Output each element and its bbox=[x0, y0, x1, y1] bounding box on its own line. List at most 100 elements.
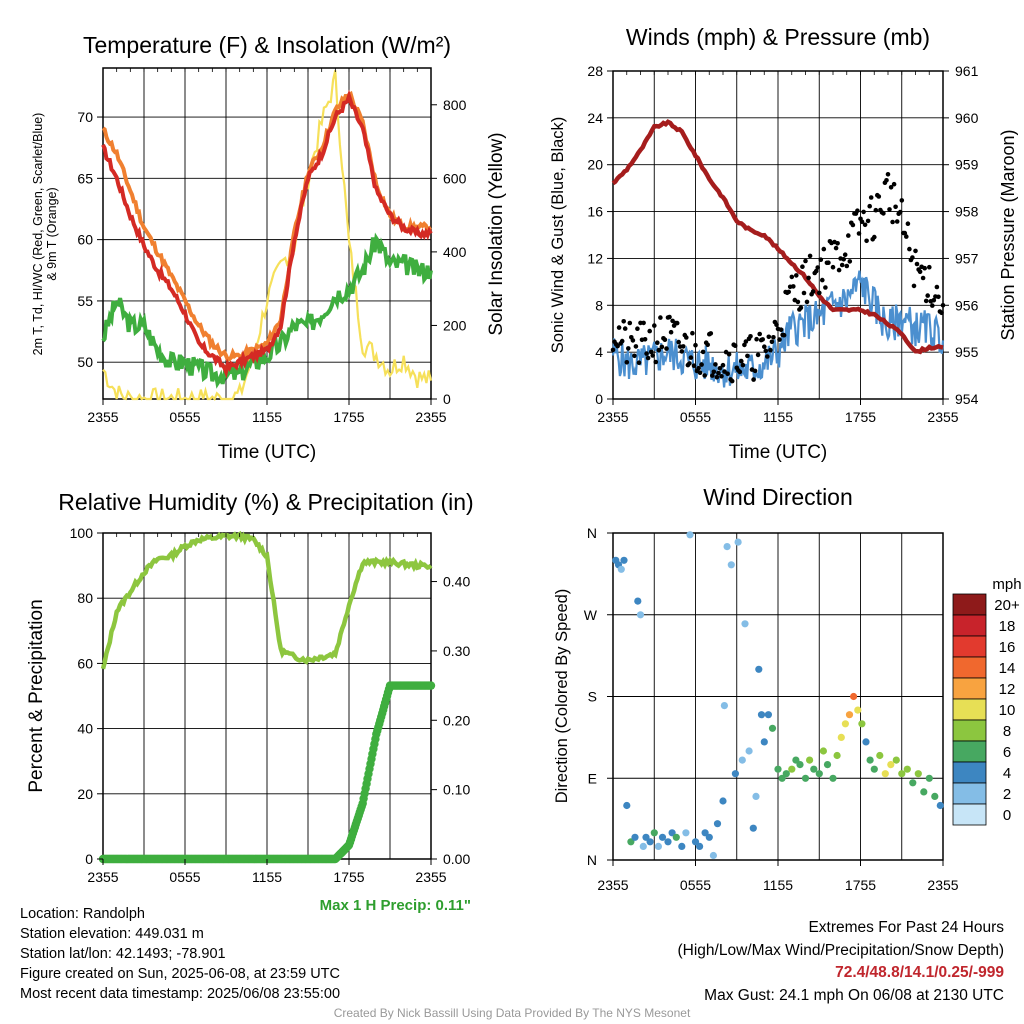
gust-point bbox=[786, 289, 791, 295]
gust-point bbox=[836, 267, 842, 273]
gust-point bbox=[766, 334, 772, 340]
direction-tick-label: S bbox=[588, 689, 597, 705]
direction-point bbox=[691, 838, 700, 846]
direction-point bbox=[862, 738, 870, 746]
gust-point bbox=[777, 337, 782, 342]
direction-point bbox=[925, 774, 933, 782]
direction-point bbox=[837, 733, 845, 742]
legend-swatch bbox=[952, 761, 987, 784]
gust-point bbox=[881, 211, 886, 216]
y-tick-label-left: 24 bbox=[587, 110, 603, 126]
y-tick-label-left: 12 bbox=[587, 250, 603, 266]
gust-point bbox=[855, 208, 860, 213]
gust-point bbox=[850, 222, 856, 228]
direction-point bbox=[678, 842, 686, 851]
gust-point bbox=[732, 343, 738, 349]
gust-point bbox=[710, 373, 715, 378]
rh-line bbox=[100, 530, 433, 670]
y-tick-label-left: 0 bbox=[85, 851, 93, 867]
direction-grid bbox=[613, 533, 943, 860]
direction-point bbox=[741, 620, 749, 628]
gust-point bbox=[920, 275, 926, 281]
info-created: Figure created on Sun, 2025-06-08, at 23… bbox=[20, 966, 340, 982]
gust-point bbox=[688, 355, 694, 360]
gust-point bbox=[676, 339, 681, 345]
info-latlon: Station lat/lon: 42.1493; -78.901 bbox=[20, 946, 226, 962]
gust-point bbox=[804, 299, 810, 305]
direction-point bbox=[829, 774, 837, 782]
direction-point bbox=[876, 751, 884, 760]
gust-point bbox=[763, 348, 769, 354]
gust-point bbox=[725, 371, 730, 377]
gust-point bbox=[768, 347, 773, 353]
direction-point bbox=[870, 765, 878, 773]
gust-point bbox=[656, 347, 662, 353]
winds-xlabel: Time (UTC) bbox=[729, 442, 828, 463]
gust-point bbox=[893, 204, 898, 210]
direction-point bbox=[819, 747, 828, 755]
y-tick-label-right: 0.10 bbox=[443, 782, 470, 798]
direction-point bbox=[841, 720, 850, 728]
direction-point bbox=[631, 833, 639, 841]
speed-legend: 20+ 18 16 14 12 10 8 6 4 2 0 bbox=[952, 593, 1020, 826]
direction-point bbox=[723, 543, 731, 551]
direction-point bbox=[734, 538, 742, 546]
direction-point bbox=[845, 711, 854, 719]
humidity-grid bbox=[103, 532, 431, 860]
direction-point bbox=[720, 702, 729, 710]
gust-point bbox=[815, 265, 820, 270]
x-tick-label: 1755 bbox=[333, 869, 364, 885]
gust-point bbox=[700, 349, 706, 355]
winds-title: Winds (mph) & Pressure (mb) bbox=[626, 24, 930, 50]
gust-point bbox=[627, 320, 633, 326]
legend-swatch bbox=[952, 803, 987, 826]
legend-label: 20+ bbox=[994, 597, 1020, 614]
gust-point bbox=[841, 257, 846, 262]
direction-point bbox=[705, 833, 713, 841]
gust-point bbox=[867, 203, 872, 209]
y-tick-label-left: 55 bbox=[77, 293, 93, 309]
temperature-ylabel-right: Solar Insolation (Yellow) bbox=[486, 132, 507, 335]
direction-tick-label: N bbox=[587, 852, 597, 868]
gust-point bbox=[817, 290, 822, 296]
credit-line: Created By Nick Bassill Using Data Provi… bbox=[333, 1006, 691, 1020]
y-tick-label-left: 100 bbox=[70, 525, 94, 541]
gust-point bbox=[923, 298, 929, 304]
direction-point bbox=[931, 792, 939, 801]
y-tick-label-right: 955 bbox=[955, 344, 979, 360]
direction-point bbox=[636, 611, 645, 619]
direction-point bbox=[696, 842, 704, 851]
winds-axes: 2355 0555 1155 1755 2355 0 4 8 12 16 20 24 28 954 955 9… bbox=[587, 63, 978, 425]
gust-point bbox=[801, 290, 807, 296]
gust-point bbox=[800, 264, 805, 270]
gust-point bbox=[713, 362, 718, 367]
y-tick-label-right: 0 bbox=[443, 391, 451, 407]
pressure-line bbox=[611, 119, 944, 355]
gust-point bbox=[748, 334, 753, 339]
gust-point bbox=[872, 234, 877, 240]
x-tick-label: 2355 bbox=[927, 877, 958, 893]
direction-point bbox=[898, 770, 906, 778]
y-tick-label-right: 0.00 bbox=[443, 851, 470, 867]
y-tick-label-right: 400 bbox=[443, 244, 467, 260]
gust-point bbox=[716, 370, 721, 376]
gust-point bbox=[635, 326, 640, 332]
temperature-panel: Temperature (F) & Insolation (W/m²) 2355… bbox=[31, 32, 507, 463]
gust-point bbox=[930, 303, 935, 308]
gust-point bbox=[830, 264, 836, 270]
gust-point bbox=[846, 233, 851, 238]
gust-point bbox=[810, 289, 816, 294]
legend-swatch bbox=[952, 656, 987, 679]
humidity-ylabel-left: Percent & Precipitation bbox=[26, 599, 47, 792]
y-tick-label-right: 956 bbox=[955, 297, 979, 313]
gust-point bbox=[658, 315, 663, 320]
gust-point bbox=[911, 283, 917, 289]
gust-point bbox=[835, 241, 840, 246]
temperature-ylabel-left-line1: 2m T, Td, HI/WC (Red, Green, Scarlet/Blu… bbox=[31, 113, 45, 356]
gust-point bbox=[818, 257, 824, 263]
gust-point bbox=[925, 293, 930, 298]
legend-swatch bbox=[952, 719, 987, 742]
humidity-axes: 2355 0555 1155 1755 2355 0 20 40 60 80 100 0.00 0.10… bbox=[70, 525, 471, 885]
